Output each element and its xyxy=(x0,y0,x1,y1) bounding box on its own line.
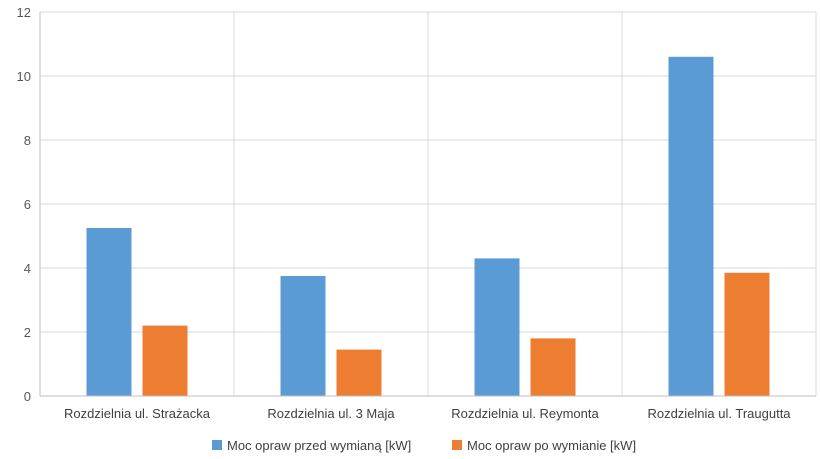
x-category-label: Rozdzielnia ul. Traugutta xyxy=(647,406,791,421)
y-tick-label: 8 xyxy=(24,133,31,148)
y-tick-label: 0 xyxy=(24,389,31,404)
y-tick-label: 12 xyxy=(17,5,31,20)
y-tick-label: 2 xyxy=(24,325,31,340)
bar-after-3 xyxy=(530,338,576,396)
bar-after-4 xyxy=(724,272,770,396)
bar-after-2 xyxy=(336,349,382,396)
bar-before-4 xyxy=(668,56,714,397)
legend-swatch-1 xyxy=(212,440,222,450)
x-category-label: Rozdzielnia ul. Reymonta xyxy=(451,406,599,421)
y-tick-label: 10 xyxy=(17,69,31,84)
gridlines xyxy=(40,11,817,396)
bars xyxy=(86,56,770,397)
x-category-label: Rozdzielnia ul. 3 Maja xyxy=(267,406,395,421)
y-tick-labels: 0 2 4 6 8 10 12 xyxy=(17,5,31,404)
bar-before-1 xyxy=(86,228,132,396)
bar-before-2 xyxy=(280,276,326,396)
legend-label-2: Moc opraw po wymianie [kW] xyxy=(467,438,636,453)
x-category-label: Rozdzielnia ul. Strażacka xyxy=(64,406,211,421)
legend-label-1: Moc opraw przed wymianą [kW] xyxy=(227,438,411,453)
bar-before-3 xyxy=(474,258,520,396)
axes xyxy=(39,12,816,397)
bar-after-1 xyxy=(142,325,188,396)
legend-swatch-2 xyxy=(452,440,462,450)
x-category-labels: Rozdzielnia ul. Strażacka Rozdzielnia ul.… xyxy=(64,406,791,421)
legend: Moc opraw przed wymianą [kW] Moc opraw po… xyxy=(212,438,636,453)
y-tick-label: 4 xyxy=(24,261,31,276)
y-tick-label: 6 xyxy=(24,197,31,212)
